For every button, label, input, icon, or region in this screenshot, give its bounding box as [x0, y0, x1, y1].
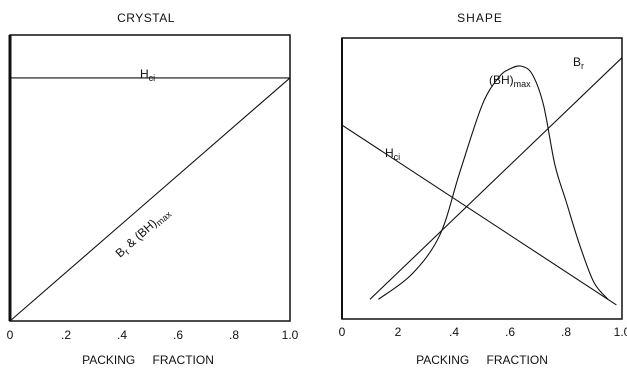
crystal-x-ticks: 0 .2 .4 .6 .8 1.0 [7, 328, 299, 342]
shape-plot-frame [341, 37, 623, 320]
crystal-x-tick-label: .6 [173, 328, 183, 342]
shape-hci-label: Hci [385, 146, 400, 162]
crystal-x-tick-label: 0 [7, 328, 14, 342]
shape-series-hci-line [341, 124, 617, 306]
crystal-xlabel: PACKING FRACTION [82, 353, 214, 367]
crystal-x-tick-label: .8 [229, 328, 239, 342]
shape-series-bh-max-line [378, 65, 609, 300]
crystal-chart: CRYSTAL 0 .2 .4 .6 .8 1.0 Hci Br & (BH)max PA… [7, 11, 299, 367]
shape-x-tick-label: .6 [505, 325, 515, 339]
crystal-br-bhmax-label: Br & (BH)max [113, 204, 174, 261]
shape-x-tick-label: .8 [561, 325, 571, 339]
shape-x-tick-label: .4 [449, 325, 459, 339]
crystal-x-tick-label: .4 [117, 328, 127, 342]
shape-xlabel: PACKING FRACTION [416, 353, 548, 367]
shape-bhmax-label: (BH)max [489, 73, 531, 89]
shape-series-br-line [369, 57, 623, 300]
shape-series-group [341, 57, 623, 306]
shape-chart: SHAPE 0 2 .4 .6 .8 1.0 Br Hci (BH)max PACKING… [339, 11, 627, 367]
shape-x-tick-label: 1.0 [614, 325, 627, 339]
crystal-series-br-bh-max-line [9, 77, 291, 322]
shape-title: SHAPE [457, 11, 503, 25]
crystal-title: CRYSTAL [117, 11, 175, 25]
shape-x-tick-label: 2 [395, 325, 402, 339]
crystal-x-tick-label: .2 [61, 328, 71, 342]
crystal-series-group [9, 77, 291, 322]
crystal-x-tick-label: 1.0 [282, 328, 299, 342]
crystal-hci-label: Hci [140, 67, 155, 83]
shape-x-ticks: 0 2 .4 .6 .8 1.0 [339, 325, 627, 339]
shape-br-label: Br [573, 55, 584, 71]
shape-x-tick-label: 0 [339, 325, 346, 339]
